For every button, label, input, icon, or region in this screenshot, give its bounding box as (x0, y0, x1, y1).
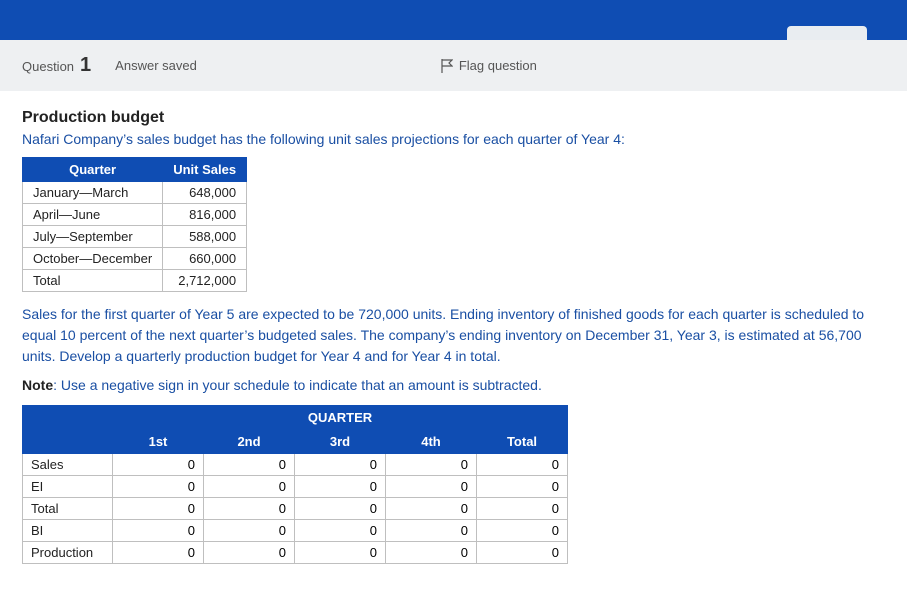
content-paragraph: Sales for the first quarter of Year 5 ar… (22, 304, 885, 367)
table-row: Total2,712,000 (23, 270, 247, 292)
production-4th-input[interactable] (392, 544, 470, 561)
ei-1st-input[interactable] (119, 478, 197, 495)
budget-col-3: 3rd (295, 430, 386, 454)
col-quarter: Quarter (23, 158, 163, 182)
bi-3rd-input[interactable] (301, 522, 379, 539)
table-row: April—June816,000 (23, 204, 247, 226)
note-text: : Use a negative sign in your schedule t… (53, 377, 542, 393)
sales-3rd-input[interactable] (301, 456, 379, 473)
table-row: July—September588,000 (23, 226, 247, 248)
table-row: January—March648,000 (23, 182, 247, 204)
budget-corner (23, 406, 113, 454)
total-4th-input[interactable] (392, 500, 470, 517)
budget-table: QUARTER 1st 2nd 3rd 4th Total Sales EI (22, 405, 568, 564)
bi-total-input[interactable] (483, 522, 561, 539)
question-number: 1 (80, 54, 91, 77)
answer-status: Answer saved (115, 58, 197, 73)
question-word: Question (22, 59, 74, 74)
content-title: Production budget (22, 109, 885, 127)
total-total-input[interactable] (483, 500, 561, 517)
sales-total-input[interactable] (483, 456, 561, 473)
production-3rd-input[interactable] (301, 544, 379, 561)
content-note: Note: Use a negative sign in your schedu… (22, 377, 885, 393)
budget-col-2: 2nd (204, 430, 295, 454)
tab-notch (787, 26, 867, 40)
total-2nd-input[interactable] (210, 500, 288, 517)
bi-1st-input[interactable] (119, 522, 197, 539)
production-total-input[interactable] (483, 544, 561, 561)
sales-4th-input[interactable] (392, 456, 470, 473)
budget-col-1: 1st (113, 430, 204, 454)
budget-row-bi: BI (23, 520, 568, 542)
col-unit-sales: Unit Sales (163, 158, 247, 182)
bi-4th-input[interactable] (392, 522, 470, 539)
production-1st-input[interactable] (119, 544, 197, 561)
production-2nd-input[interactable] (210, 544, 288, 561)
ei-3rd-input[interactable] (301, 478, 379, 495)
ei-total-input[interactable] (483, 478, 561, 495)
flag-icon (441, 59, 453, 73)
budget-row-production: Production (23, 542, 568, 564)
question-content: Production budget Nafari Company’s sales… (0, 91, 907, 594)
question-label: Question 1 (22, 54, 91, 77)
sales-1st-input[interactable] (119, 456, 197, 473)
total-1st-input[interactable] (119, 500, 197, 517)
flag-label: Flag question (459, 58, 537, 73)
bi-2nd-input[interactable] (210, 522, 288, 539)
unit-sales-table: Quarter Unit Sales January—March648,000 … (22, 157, 247, 292)
question-header: Question 1 Answer saved Flag question (0, 40, 907, 91)
budget-col-total: Total (477, 430, 568, 454)
ei-2nd-input[interactable] (210, 478, 288, 495)
budget-row-total: Total (23, 498, 568, 520)
table-row: October—December660,000 (23, 248, 247, 270)
sales-2nd-input[interactable] (210, 456, 288, 473)
content-lead: Nafari Company’s sales budget has the fo… (22, 131, 885, 147)
note-label: Note (22, 377, 53, 393)
total-3rd-input[interactable] (301, 500, 379, 517)
budget-col-4: 4th (386, 430, 477, 454)
budget-row-sales: Sales (23, 454, 568, 476)
flag-question-button[interactable]: Flag question (441, 58, 537, 73)
top-nav-bar (0, 0, 907, 40)
budget-row-ei: EI (23, 476, 568, 498)
ei-4th-input[interactable] (392, 478, 470, 495)
budget-super-header: QUARTER (295, 406, 386, 430)
